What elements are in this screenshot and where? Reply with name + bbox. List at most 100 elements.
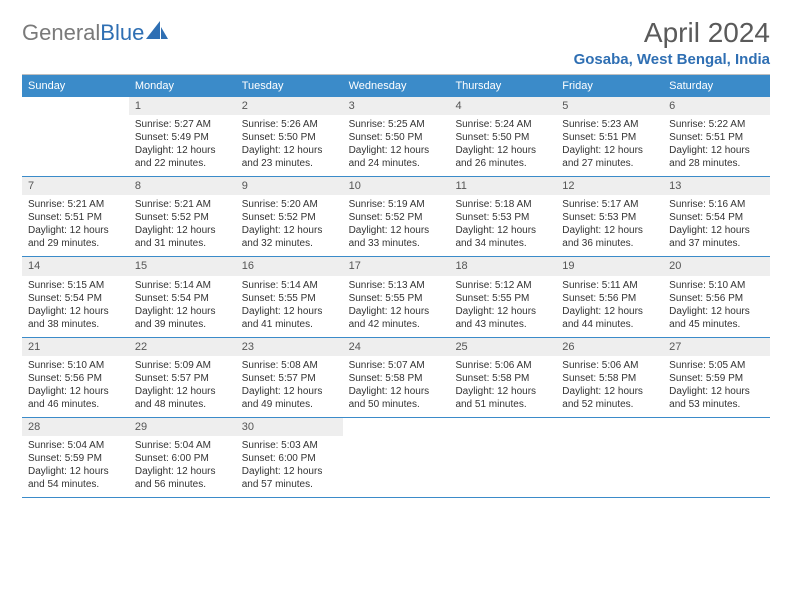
day-body: Sunrise: 5:15 AMSunset: 5:54 PMDaylight:… — [22, 276, 129, 337]
day-cell: 11Sunrise: 5:18 AMSunset: 5:53 PMDayligh… — [449, 177, 556, 256]
day-number: 16 — [236, 257, 343, 275]
sunset-text: Sunset: 5:50 PM — [242, 131, 337, 144]
day-body — [343, 422, 450, 431]
logo-text: GeneralBlue — [22, 20, 144, 46]
daylight-text: Daylight: 12 hours and 29 minutes. — [28, 224, 123, 250]
day-body: Sunrise: 5:06 AMSunset: 5:58 PMDaylight:… — [449, 356, 556, 417]
day-cell: 30Sunrise: 5:03 AMSunset: 6:00 PMDayligh… — [236, 418, 343, 497]
day-number: 11 — [449, 177, 556, 195]
day-body — [22, 101, 129, 110]
day-body — [449, 422, 556, 431]
daylight-text: Daylight: 12 hours and 56 minutes. — [135, 465, 230, 491]
sunset-text: Sunset: 5:59 PM — [669, 372, 764, 385]
daylight-text: Daylight: 12 hours and 36 minutes. — [562, 224, 657, 250]
day-cell: 3Sunrise: 5:25 AMSunset: 5:50 PMDaylight… — [343, 97, 450, 176]
sunset-text: Sunset: 5:52 PM — [349, 211, 444, 224]
sunrise-text: Sunrise: 5:18 AM — [455, 198, 550, 211]
sunset-text: Sunset: 5:56 PM — [562, 292, 657, 305]
day-cell: 22Sunrise: 5:09 AMSunset: 5:57 PMDayligh… — [129, 338, 236, 417]
sunset-text: Sunset: 5:56 PM — [669, 292, 764, 305]
sunset-text: Sunset: 5:52 PM — [242, 211, 337, 224]
sunset-text: Sunset: 5:56 PM — [28, 372, 123, 385]
sunrise-text: Sunrise: 5:07 AM — [349, 359, 444, 372]
weekday-header: Tuesday — [236, 75, 343, 97]
day-cell: 16Sunrise: 5:14 AMSunset: 5:55 PMDayligh… — [236, 257, 343, 336]
day-number: 18 — [449, 257, 556, 275]
sunrise-text: Sunrise: 5:14 AM — [135, 279, 230, 292]
day-body — [556, 422, 663, 431]
sunset-text: Sunset: 5:59 PM — [28, 452, 123, 465]
day-cell: 7Sunrise: 5:21 AMSunset: 5:51 PMDaylight… — [22, 177, 129, 256]
sunset-text: Sunset: 5:54 PM — [28, 292, 123, 305]
day-body: Sunrise: 5:03 AMSunset: 6:00 PMDaylight:… — [236, 436, 343, 497]
daylight-text: Daylight: 12 hours and 52 minutes. — [562, 385, 657, 411]
day-cell: 2Sunrise: 5:26 AMSunset: 5:50 PMDaylight… — [236, 97, 343, 176]
day-body: Sunrise: 5:26 AMSunset: 5:50 PMDaylight:… — [236, 115, 343, 176]
sunrise-text: Sunrise: 5:08 AM — [242, 359, 337, 372]
daylight-text: Daylight: 12 hours and 54 minutes. — [28, 465, 123, 491]
daylight-text: Daylight: 12 hours and 57 minutes. — [242, 465, 337, 491]
daylight-text: Daylight: 12 hours and 38 minutes. — [28, 305, 123, 331]
daylight-text: Daylight: 12 hours and 27 minutes. — [562, 144, 657, 170]
sunset-text: Sunset: 5:50 PM — [455, 131, 550, 144]
day-cell: 5Sunrise: 5:23 AMSunset: 5:51 PMDaylight… — [556, 97, 663, 176]
sunset-text: Sunset: 5:55 PM — [455, 292, 550, 305]
day-number: 9 — [236, 177, 343, 195]
day-number: 6 — [663, 97, 770, 115]
day-number: 30 — [236, 418, 343, 436]
sunrise-text: Sunrise: 5:27 AM — [135, 118, 230, 131]
day-number: 3 — [343, 97, 450, 115]
sunrise-text: Sunrise: 5:03 AM — [242, 439, 337, 452]
day-number: 17 — [343, 257, 450, 275]
week-row: 14Sunrise: 5:15 AMSunset: 5:54 PMDayligh… — [22, 257, 770, 337]
sunset-text: Sunset: 5:49 PM — [135, 131, 230, 144]
day-cell: 27Sunrise: 5:05 AMSunset: 5:59 PMDayligh… — [663, 338, 770, 417]
day-cell: 18Sunrise: 5:12 AMSunset: 5:55 PMDayligh… — [449, 257, 556, 336]
day-cell: 17Sunrise: 5:13 AMSunset: 5:55 PMDayligh… — [343, 257, 450, 336]
sunrise-text: Sunrise: 5:14 AM — [242, 279, 337, 292]
sunrise-text: Sunrise: 5:11 AM — [562, 279, 657, 292]
daylight-text: Daylight: 12 hours and 48 minutes. — [135, 385, 230, 411]
sunrise-text: Sunrise: 5:20 AM — [242, 198, 337, 211]
day-number: 4 — [449, 97, 556, 115]
weeks-container: 1Sunrise: 5:27 AMSunset: 5:49 PMDaylight… — [22, 97, 770, 498]
day-number: 10 — [343, 177, 450, 195]
weekday-header: Sunday — [22, 75, 129, 97]
day-body: Sunrise: 5:14 AMSunset: 5:55 PMDaylight:… — [236, 276, 343, 337]
day-body: Sunrise: 5:05 AMSunset: 5:59 PMDaylight:… — [663, 356, 770, 417]
weekday-header: Friday — [556, 75, 663, 97]
sunrise-text: Sunrise: 5:10 AM — [669, 279, 764, 292]
day-body: Sunrise: 5:25 AMSunset: 5:50 PMDaylight:… — [343, 115, 450, 176]
daylight-text: Daylight: 12 hours and 23 minutes. — [242, 144, 337, 170]
day-number: 1 — [129, 97, 236, 115]
daylight-text: Daylight: 12 hours and 44 minutes. — [562, 305, 657, 331]
sunrise-text: Sunrise: 5:13 AM — [349, 279, 444, 292]
daylight-text: Daylight: 12 hours and 32 minutes. — [242, 224, 337, 250]
weekday-header: Wednesday — [343, 75, 450, 97]
sunrise-text: Sunrise: 5:04 AM — [28, 439, 123, 452]
day-body: Sunrise: 5:07 AMSunset: 5:58 PMDaylight:… — [343, 356, 450, 417]
daylight-text: Daylight: 12 hours and 22 minutes. — [135, 144, 230, 170]
sunset-text: Sunset: 5:58 PM — [349, 372, 444, 385]
sunset-text: Sunset: 5:53 PM — [455, 211, 550, 224]
sunrise-text: Sunrise: 5:26 AM — [242, 118, 337, 131]
logo-sail-icon — [146, 21, 168, 46]
day-cell: 25Sunrise: 5:06 AMSunset: 5:58 PMDayligh… — [449, 338, 556, 417]
day-body: Sunrise: 5:21 AMSunset: 5:52 PMDaylight:… — [129, 195, 236, 256]
daylight-text: Daylight: 12 hours and 50 minutes. — [349, 385, 444, 411]
sunset-text: Sunset: 5:57 PM — [242, 372, 337, 385]
day-body: Sunrise: 5:19 AMSunset: 5:52 PMDaylight:… — [343, 195, 450, 256]
weekday-header: Thursday — [449, 75, 556, 97]
day-body: Sunrise: 5:20 AMSunset: 5:52 PMDaylight:… — [236, 195, 343, 256]
sunrise-text: Sunrise: 5:22 AM — [669, 118, 764, 131]
day-body: Sunrise: 5:14 AMSunset: 5:54 PMDaylight:… — [129, 276, 236, 337]
sunset-text: Sunset: 6:00 PM — [242, 452, 337, 465]
day-cell: 15Sunrise: 5:14 AMSunset: 5:54 PMDayligh… — [129, 257, 236, 336]
day-cell: 23Sunrise: 5:08 AMSunset: 5:57 PMDayligh… — [236, 338, 343, 417]
day-cell: 1 Sunrise: 5:27 AMSunset: 5:49 PMDaylight… — [129, 97, 236, 176]
day-body: Sunrise: 5:23 AMSunset: 5:51 PMDaylight:… — [556, 115, 663, 176]
week-row: 21Sunrise: 5:10 AMSunset: 5:56 PMDayligh… — [22, 338, 770, 418]
day-cell: 6Sunrise: 5:22 AMSunset: 5:51 PMDaylight… — [663, 97, 770, 176]
sunset-text: Sunset: 5:58 PM — [562, 372, 657, 385]
sunrise-text: Sunrise: 5:19 AM — [349, 198, 444, 211]
